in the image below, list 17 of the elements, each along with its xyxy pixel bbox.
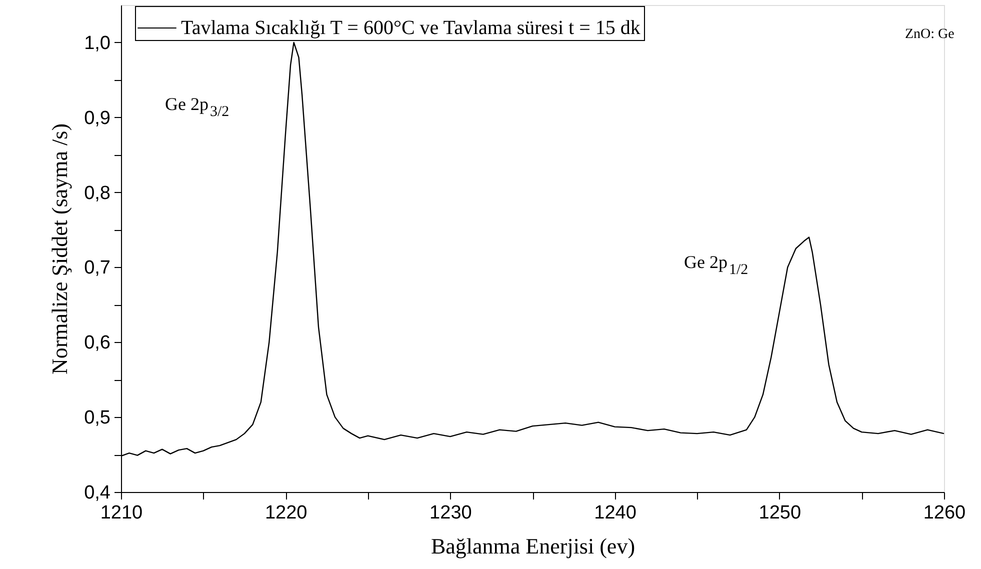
x-tick-label: 1220 [264,502,308,524]
legend-label: Tavlama Sıcaklığı T = 600°C ve Tavlama süresi t = 15 dk [181,17,640,39]
x-tick-label: 1210 [100,502,143,524]
x-axis-title: Bağlanma Enerjisi (ev) [430,534,636,558]
y-tick-label: 1,0 [84,32,110,54]
x-tick-label: 1260 [923,502,966,524]
y-tick-label: 0,7 [84,258,110,279]
y-tick-label: 0,9 [84,108,110,129]
y-axis-title: Normalize Şiddet (sayma /s) [47,123,72,375]
y-tick-label: 0,5 [84,408,110,429]
x-tick-label: 1230 [430,502,472,524]
y-tick-label: 0,8 [84,182,110,204]
y-tick-label: 0,6 [84,332,110,354]
annotation: ZnO: Ge [905,27,954,42]
x-tick-label: 1250 [758,502,802,524]
y-tick-label: 0,4 [84,482,111,504]
x-tick-label: 1240 [594,502,636,524]
